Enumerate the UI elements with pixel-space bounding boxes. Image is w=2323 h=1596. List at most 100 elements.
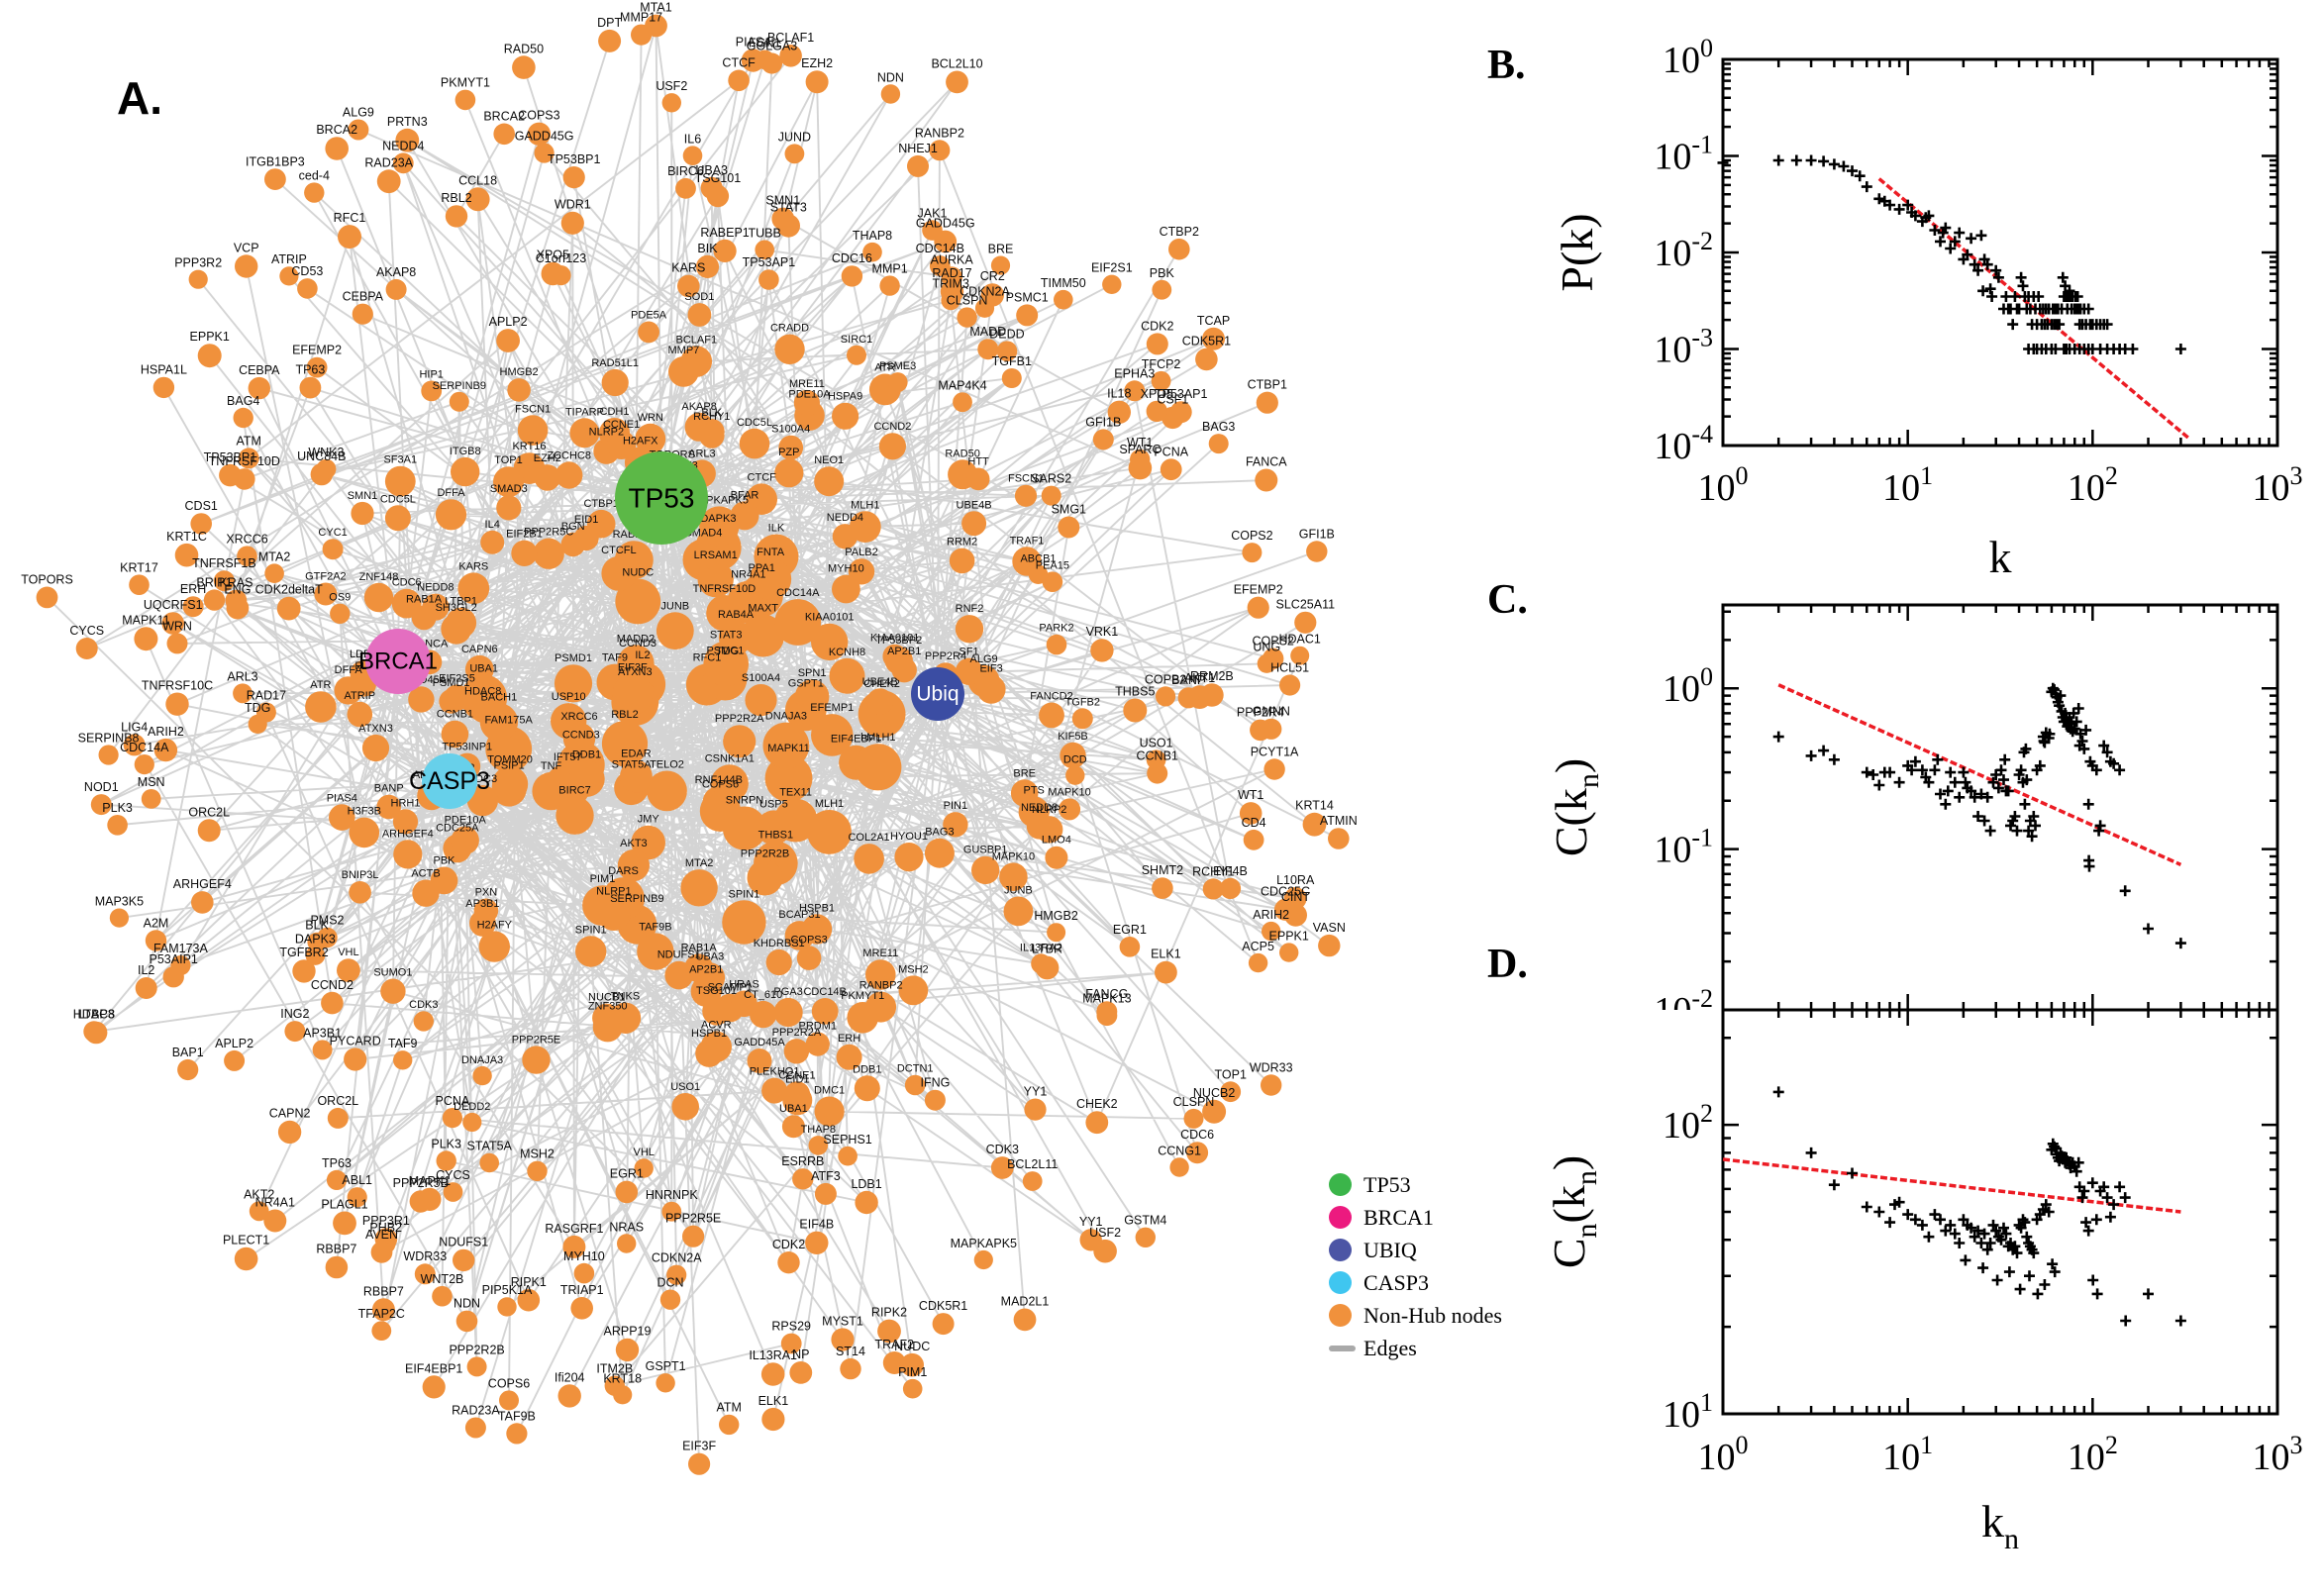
network-node: [235, 254, 258, 278]
network-node: [361, 734, 390, 762]
network-node: [811, 714, 854, 756]
network-node: [1036, 816, 1063, 844]
network-node: [412, 879, 440, 907]
gene-label: NEDD4: [827, 512, 863, 524]
gene-label: UBA3: [695, 163, 728, 177]
gene-label: LTBP3: [77, 1008, 114, 1022]
gene-label: TP53AP1: [1155, 387, 1208, 401]
network-node: [454, 89, 476, 111]
gene-label: PLECT1: [223, 1234, 269, 1247]
network-node: [929, 255, 951, 276]
gene-label: PLAGL1: [321, 1198, 367, 1212]
gene-label: COPS3: [518, 109, 559, 123]
network-node: [777, 1251, 800, 1274]
network-node: [615, 1338, 640, 1362]
network-node: [773, 997, 803, 1028]
gene-label: CDC14A: [776, 587, 820, 599]
network-node: [1152, 877, 1173, 899]
gene-label: EFEMP1: [810, 702, 854, 714]
gene-label: MAXT: [748, 603, 778, 615]
network-node: [612, 673, 654, 715]
network-node: [1045, 846, 1068, 869]
gene-label: ARIH2: [1253, 908, 1289, 922]
gene-label: PBK: [1150, 266, 1175, 280]
network-node: [614, 541, 654, 580]
network-node: [758, 269, 779, 290]
network-node: [1186, 1142, 1209, 1164]
gene-label: BGN: [561, 521, 585, 533]
network-node: [1328, 828, 1350, 849]
network-node: [152, 376, 175, 399]
network-node: [1054, 289, 1073, 310]
network-node: [493, 123, 515, 146]
gene-label: HSPB1: [691, 1028, 727, 1040]
network-node: [607, 430, 637, 459]
network-node: [1016, 304, 1039, 327]
x-axis-label: kn: [1981, 1496, 2019, 1555]
gene-label: ATXN3: [618, 666, 653, 678]
network-node: [771, 207, 795, 231]
gene-label: OS9: [329, 592, 351, 604]
network-node: [1041, 485, 1061, 506]
gene-label: BCAP31: [778, 909, 820, 921]
gene-label: MTA2: [685, 857, 714, 869]
gene-label: CTCF: [722, 56, 756, 70]
plot-frame: [1721, 57, 2279, 448]
network-node: [755, 240, 774, 260]
gene-label: CEBPA: [343, 290, 384, 304]
network-node: [527, 122, 552, 146]
gene-label: PSMD1: [555, 652, 592, 664]
gene-label: TP63: [295, 363, 325, 377]
network-node: [497, 1297, 517, 1317]
gene-label: BRCA2: [316, 123, 357, 137]
gene-label: PPA1: [749, 562, 775, 574]
network-node: [601, 368, 629, 397]
gene-label: DDB1: [572, 749, 601, 761]
gene-label: EFEMP2: [1234, 583, 1283, 597]
gene-label: LIG4: [121, 720, 148, 734]
network-node: [75, 638, 98, 659]
gene-label: MAPK1: [409, 1174, 451, 1188]
gene-label: RPS29: [771, 1320, 811, 1334]
network-node: [1279, 674, 1301, 696]
network-node: [661, 1201, 682, 1222]
gene-label: RAB4A: [718, 609, 755, 621]
gene-label: MAPK13: [1082, 991, 1131, 1005]
gene-label: IL6: [684, 132, 701, 146]
gene-label: NLRP2: [589, 427, 624, 439]
network-node: [836, 1044, 862, 1070]
gene-label: IL2: [138, 963, 154, 977]
tick-label: 101: [1882, 461, 1933, 509]
gene-label: COPB2: [1145, 672, 1186, 686]
gene-label: USO1: [670, 1081, 700, 1093]
network-node: [1065, 765, 1085, 785]
gene-label: CDC25C: [1261, 885, 1310, 899]
gene-label: IL2: [635, 649, 650, 661]
gene-label: ATXN3: [358, 723, 393, 735]
gene-label: VCP: [234, 241, 259, 254]
gene-label: NP: [792, 1347, 809, 1361]
network-node: [393, 1050, 413, 1070]
gene-label: IL13RA2: [1020, 942, 1062, 953]
gene-label: BAG3: [925, 827, 954, 839]
brca1-swatch-icon: [1329, 1206, 1352, 1229]
network-node: [263, 1209, 287, 1233]
gene-label: PIN1: [944, 800, 967, 812]
gene-label: NOD1: [84, 780, 119, 794]
tick-label: 101: [1882, 1431, 1933, 1478]
network-node: [1146, 333, 1168, 355]
gene-label: NDUFS1: [439, 1236, 488, 1249]
network-node: [517, 1288, 541, 1312]
network-node: [338, 225, 361, 249]
gene-label: DMC1: [814, 1085, 845, 1097]
gene-label: NEDD8: [1021, 802, 1058, 814]
network-node: [1001, 368, 1022, 388]
network-node: [1035, 955, 1060, 980]
network-node: [408, 686, 435, 713]
network-node: [761, 1407, 785, 1432]
gene-label: PRDM1: [799, 1021, 838, 1033]
network-node: [615, 578, 661, 625]
gene-label: VHL: [338, 947, 358, 958]
gene-label: USP5: [759, 798, 788, 810]
gene-label: TNFRSF10C: [142, 678, 213, 692]
